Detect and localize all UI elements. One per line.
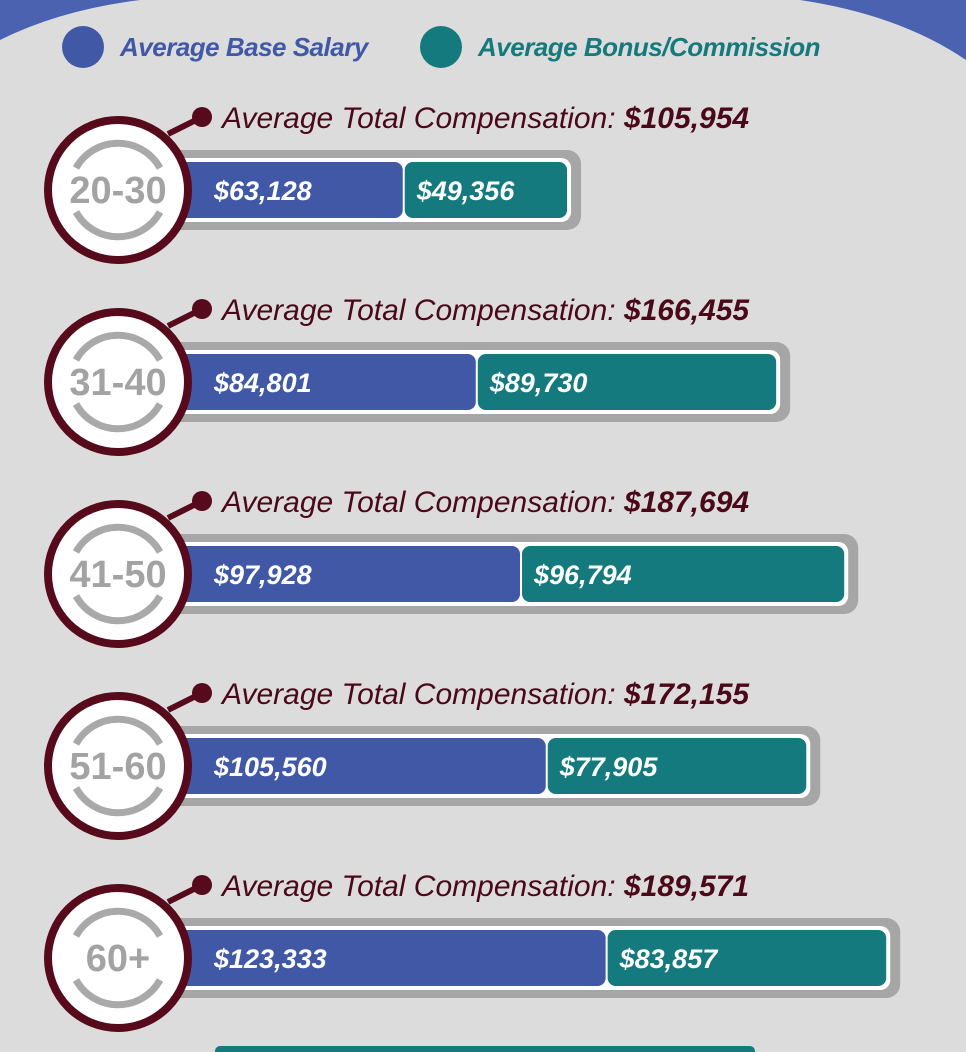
legend-item-base: Average Base Salary bbox=[62, 26, 368, 68]
bar-bonus bbox=[547, 738, 807, 794]
legend-item-bonus: Average Bonus/Commission bbox=[420, 26, 820, 68]
age-range-label: 60+ bbox=[86, 938, 150, 980]
total-value: $187,694 bbox=[623, 486, 749, 519]
legend-swatch-bonus bbox=[420, 26, 462, 68]
total-prefix: Average Total Compensation: bbox=[220, 678, 624, 711]
badge-arc-bottom bbox=[72, 402, 164, 433]
badge-arc-bottom bbox=[72, 594, 164, 625]
pin-dot bbox=[192, 683, 212, 703]
age-range-label: 41-50 bbox=[69, 554, 166, 596]
row-41-50: $97,928 $96,794 41-50 Average Total Compens… bbox=[44, 486, 859, 648]
row-31-40: $84,801 $89,730 31-40 Average Total Compens… bbox=[44, 294, 791, 456]
bar-base-salary bbox=[150, 354, 476, 410]
value-label-base: $97,928 bbox=[213, 560, 312, 590]
badge-arc-top bbox=[72, 139, 164, 170]
legend-swatch-base bbox=[62, 26, 104, 68]
value-label-bonus: $83,857 bbox=[619, 944, 720, 974]
value-label-bonus: $89,730 bbox=[489, 368, 588, 398]
pin-dot bbox=[192, 107, 212, 127]
row-51-60: $105,560 $77,905 51-60 Average Total Compen… bbox=[44, 678, 821, 840]
total-prefix: Average Total Compensation: bbox=[220, 870, 624, 903]
total-prefix: Average Total Compensation: bbox=[220, 294, 624, 327]
badge-arc-bottom bbox=[72, 978, 164, 1009]
total-prefix: Average Total Compensation: bbox=[220, 102, 624, 135]
pin-dot bbox=[192, 299, 212, 319]
badge-arc-bottom bbox=[72, 210, 164, 241]
value-label-base: $123,333 bbox=[213, 944, 327, 974]
total-value: $105,954 bbox=[623, 102, 749, 135]
total-compensation-label: Average Total Compensation: $189,571 bbox=[220, 870, 749, 903]
bar-base-salary bbox=[150, 546, 521, 602]
bottom-button-edge bbox=[215, 1046, 755, 1052]
value-label-base: $84,801 bbox=[213, 368, 312, 398]
total-compensation-label: Average Total Compensation: $172,155 bbox=[220, 678, 750, 711]
age-range-label: 31-40 bbox=[69, 362, 166, 404]
value-label-bonus: $49,356 bbox=[416, 176, 516, 206]
value-label-base: $63,128 bbox=[213, 176, 312, 206]
total-compensation-label: Average Total Compensation: $187,694 bbox=[220, 486, 749, 519]
bar-bonus bbox=[522, 546, 845, 602]
top-right-arc bbox=[800, 0, 966, 60]
bar-base-salary bbox=[150, 930, 606, 986]
badge-arc-top bbox=[72, 331, 164, 362]
legend-label-base: Average Base Salary bbox=[120, 31, 368, 62]
badge-arc-top bbox=[72, 523, 164, 554]
total-compensation-label: Average Total Compensation: $166,455 bbox=[220, 294, 750, 327]
bar-base-salary bbox=[150, 162, 403, 218]
value-label-bonus: $96,794 bbox=[533, 560, 632, 590]
bar-base-salary bbox=[150, 738, 546, 794]
row-20-30: $63,128 $49,356 20-30 Average Total Compens… bbox=[44, 102, 749, 264]
badge-arc-top bbox=[72, 715, 164, 746]
legend-label-bonus: Average Bonus/Commission bbox=[478, 31, 820, 62]
bar-bonus bbox=[477, 354, 777, 410]
value-label-bonus: $77,905 bbox=[559, 752, 659, 782]
bar-bonus bbox=[607, 930, 887, 986]
age-range-label: 51-60 bbox=[69, 746, 166, 788]
badge-arc-bottom bbox=[72, 786, 164, 817]
total-value: $166,455 bbox=[623, 294, 750, 327]
total-value: $189,571 bbox=[623, 870, 749, 903]
total-value: $172,155 bbox=[623, 678, 750, 711]
row-60+: $123,333 $83,857 60+ Average Total Compensa… bbox=[44, 870, 901, 1032]
top-left-arc bbox=[0, 0, 140, 40]
bar-bonus bbox=[404, 162, 568, 218]
age-range-label: 20-30 bbox=[69, 170, 166, 212]
badge-arc-top bbox=[72, 907, 164, 938]
pin-dot bbox=[192, 491, 212, 511]
value-label-base: $105,560 bbox=[213, 752, 327, 782]
total-prefix: Average Total Compensation: bbox=[220, 486, 624, 519]
total-compensation-label: Average Total Compensation: $105,954 bbox=[220, 102, 749, 135]
pin-dot bbox=[192, 875, 212, 895]
